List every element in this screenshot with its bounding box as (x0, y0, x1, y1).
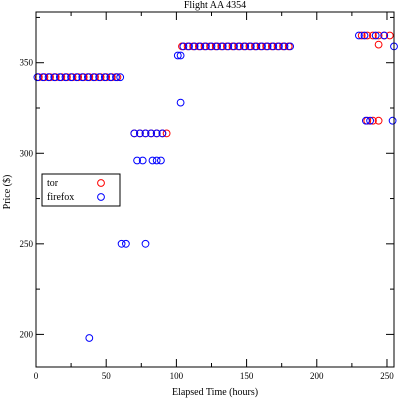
data-point-firefox (252, 42, 261, 51)
data-point-firefox (39, 73, 47, 82)
data-point-firefox (235, 42, 244, 51)
y-tick-label: 350 (20, 58, 34, 68)
data-point-firefox (258, 42, 266, 51)
data-point-tor (374, 31, 383, 40)
data-point-tor (385, 31, 394, 40)
data-point-firefox (95, 73, 104, 82)
legend-label-tor: tor (47, 178, 59, 189)
data-point-firefox (122, 239, 130, 248)
data-point-firefox (230, 42, 238, 51)
data-point-firefox (362, 116, 370, 125)
data-point-firefox (116, 73, 125, 82)
data-point-tor (374, 40, 383, 49)
data-point-tor (162, 129, 171, 138)
y-tick-label: 250 (20, 239, 34, 249)
data-point-firefox (84, 73, 92, 82)
data-point-firefox (61, 73, 70, 82)
data-point-firefox (173, 51, 182, 60)
x-tick-label: 150 (240, 371, 254, 381)
data-point-firefox (72, 73, 81, 82)
data-point-firefox (360, 31, 369, 40)
data-point-firefox (85, 334, 94, 342)
data-point-firefox (148, 156, 157, 165)
data-point-firefox (190, 42, 199, 51)
data-point-firefox (157, 156, 165, 165)
data-point-firefox (158, 129, 167, 138)
data-point-firefox (50, 73, 59, 82)
legend-label-firefox: firefox (47, 192, 74, 203)
data-point-firefox (141, 129, 150, 138)
legend-marker-tor (97, 179, 105, 187)
data-point-firefox (269, 42, 278, 51)
data-point-firefox (112, 73, 120, 82)
plot-frame (35, 11, 395, 368)
data-point-firefox (218, 42, 227, 51)
x-axis-label: Elapsed Time (hours) (172, 387, 258, 398)
data-point-firefox (78, 73, 87, 82)
data-point-firefox (263, 42, 272, 51)
legend: tor firefox (41, 173, 121, 207)
data-point-firefox (130, 129, 139, 138)
data-point-firefox (33, 73, 42, 82)
data-point-tor (363, 31, 372, 40)
legend-box (41, 173, 121, 207)
data-point-firefox (100, 73, 109, 82)
data-point-firefox (136, 129, 144, 138)
data-point-tor (357, 31, 366, 40)
data-point-firefox (280, 42, 289, 51)
data-point-firefox (371, 31, 380, 40)
data-point-firefox (152, 129, 161, 138)
data-point-firefox (176, 98, 185, 107)
data-point-firefox (286, 42, 295, 51)
data-point-firefox (67, 73, 75, 82)
data-point-firefox (179, 42, 188, 51)
data-point-firefox (106, 73, 115, 82)
data-point-firefox (355, 31, 363, 40)
data-point-firefox (89, 73, 98, 82)
data-point-firefox (176, 51, 185, 60)
y-tick-label: 200 (20, 329, 34, 339)
chart-title: Flight AA 4354 (184, 0, 246, 11)
data-point-firefox (117, 239, 126, 248)
data-point-firefox (202, 42, 210, 51)
data-point-firefox (224, 42, 233, 51)
x-tick-label: 50 (102, 371, 112, 381)
legend-marker-firefox (97, 193, 105, 201)
data-point-firefox (138, 156, 147, 165)
data-point-firefox (133, 156, 142, 165)
data-point-firefox (213, 42, 222, 51)
data-point-firefox (241, 42, 250, 51)
x-tick-label: 250 (380, 371, 394, 381)
data-point-firefox (388, 116, 397, 125)
data-point-firefox (380, 31, 389, 40)
data-point-firefox (152, 156, 161, 165)
data-point-firefox (185, 42, 193, 51)
x-tick-label: 200 (310, 371, 324, 381)
x-tick-label: 0 (34, 371, 39, 381)
data-point-firefox (56, 73, 64, 82)
data-point-firefox (207, 42, 216, 51)
data-point-tor (374, 116, 383, 125)
data-point-firefox (246, 42, 255, 51)
data-point-firefox (44, 73, 53, 82)
data-point-tor (369, 31, 377, 40)
data-point-firefox (141, 239, 150, 248)
data-point-firefox (196, 42, 205, 51)
data-point-firefox (275, 42, 283, 51)
data-point-firefox (366, 116, 375, 125)
y-tick-label: 300 (20, 148, 34, 158)
y-axis-label: Price ($) (2, 175, 13, 210)
x-tick-label: 100 (170, 371, 184, 381)
data-point-firefox (147, 129, 156, 138)
